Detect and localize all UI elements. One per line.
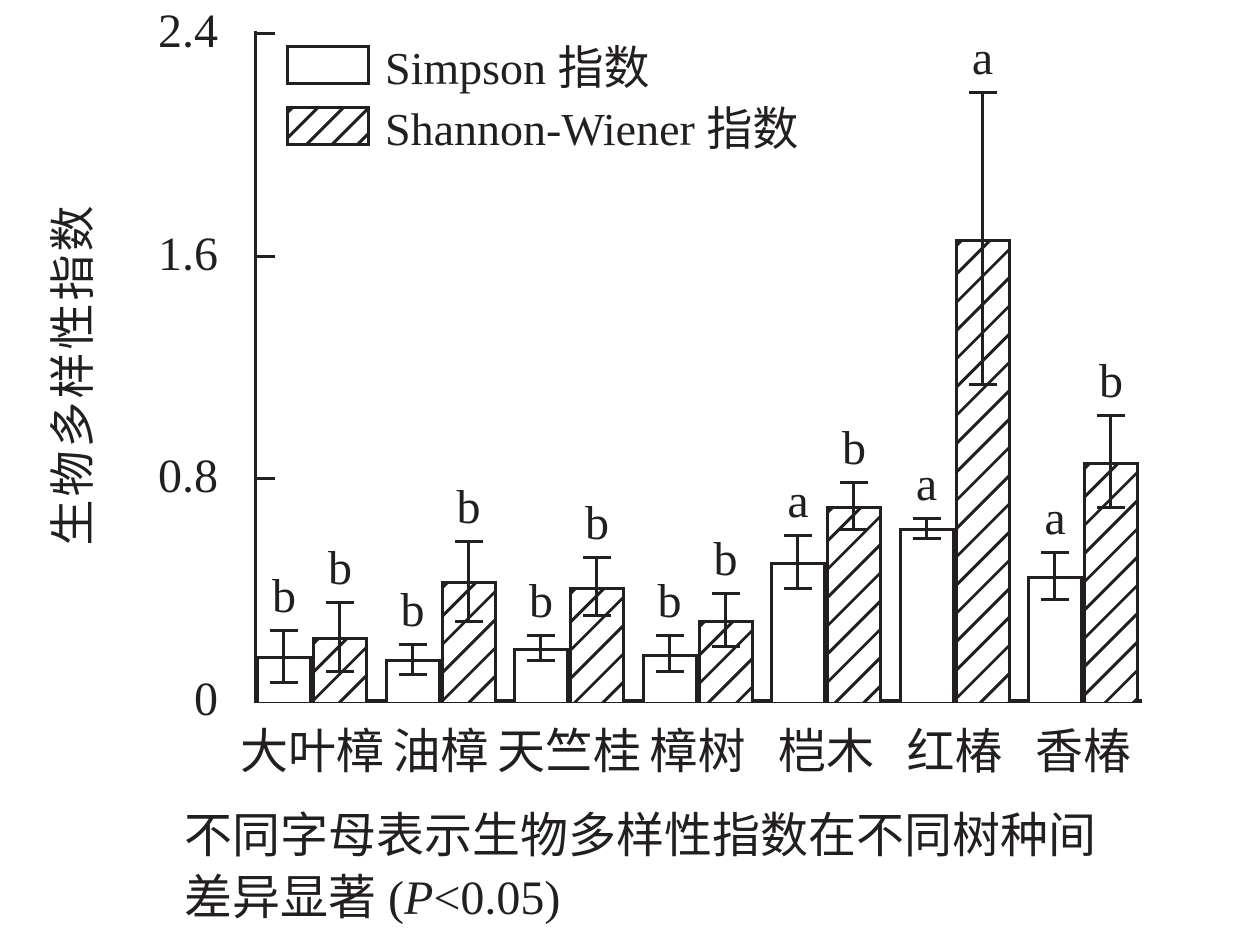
y-axis-line [254, 31, 257, 702]
y-tick-mark [257, 477, 275, 481]
error-bar [270, 628, 298, 685]
y-tick-mark [257, 32, 275, 35]
error-bar [326, 600, 354, 674]
error-bar [784, 534, 812, 590]
bar-hatched-红椿 [954, 238, 1011, 702]
caption-line-2-prefix: 差异显著 ( [184, 872, 404, 926]
x-axis-label: 油樟 [392, 726, 489, 779]
error-bar [655, 634, 684, 674]
significance-letter: b [1099, 355, 1123, 409]
legend-label-shannon: Shannon-Wiener 指数 [385, 104, 799, 155]
bar-hatched-樟树 [697, 620, 754, 702]
significance-letter: a [915, 458, 938, 512]
error-bar [398, 642, 427, 676]
error-bar [912, 517, 941, 540]
y-tick-mark [257, 254, 275, 258]
shannon-swatch-icon [286, 106, 370, 146]
significance-letter: b [272, 569, 296, 623]
y-tick-label: 1.6 [158, 227, 218, 281]
caption-line-1: 不同字母表示生物多样性指数在不同树种间 [184, 810, 1097, 863]
bar-hatched-桤木 [826, 506, 882, 702]
significance-letter: b [842, 422, 866, 476]
significance-letter: b [529, 575, 553, 629]
y-axis-title: 生物多样性指数 [48, 202, 99, 546]
x-axis-label: 香椿 [1034, 726, 1132, 779]
caption-line-2-suffix: <0.05) [433, 872, 561, 926]
error-bar [840, 481, 868, 532]
error-bar [583, 556, 611, 618]
significance-letter: b [456, 480, 481, 534]
error-bar [1041, 550, 1069, 601]
error-bar [968, 91, 997, 387]
x-axis-label: 樟树 [649, 726, 746, 779]
significance-letter: a [971, 32, 994, 86]
significance-letter: b [328, 541, 352, 595]
legend-item-simpson: Simpson 指数 [286, 40, 798, 94]
x-axis-label: 红椿 [906, 726, 1003, 779]
simpson-swatch-icon [286, 45, 370, 85]
x-axis-label: 天竺桂 [496, 726, 642, 779]
y-tick-label: 0.8 [158, 450, 218, 504]
legend-label-simpson: Simpson 指数 [385, 43, 650, 94]
significance-letter: a [1044, 491, 1066, 545]
significance-letter: a [787, 475, 809, 528]
significance-letter: b [400, 583, 425, 637]
significance-letter: b [657, 575, 682, 629]
error-bar [1097, 414, 1125, 509]
legend-item-shannon: Shannon-Wiener 指数 [286, 101, 798, 155]
error-bar [711, 592, 740, 649]
significance-letter: b [713, 533, 738, 587]
error-bar [527, 634, 555, 663]
caption-line-2: 差异显著 (P<0.05) [184, 868, 1096, 930]
x-axis-label: 桤木 [777, 726, 875, 779]
bar-plain-红椿 [898, 528, 955, 702]
y-tick-label: 2.4 [158, 5, 218, 59]
y-tick-label: 0 [194, 673, 218, 727]
x-axis-label: 大叶樟 [239, 726, 385, 779]
figure-caption: 不同字母表示生物多样性指数在不同树种间 差异显著 (P<0.05) [184, 806, 1096, 931]
error-bar [454, 539, 483, 624]
caption-p-symbol: P [404, 872, 434, 926]
bar-hatched-香椿 [1083, 461, 1139, 702]
significance-letter: b [585, 497, 609, 551]
legend: Simpson 指数 Shannon-Wiener 指数 [286, 40, 798, 162]
